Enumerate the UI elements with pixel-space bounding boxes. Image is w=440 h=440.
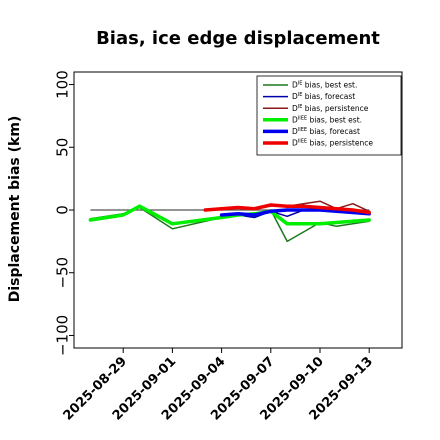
series-line-5 — [203, 203, 371, 215]
legend-label-3: DIIEE bias, best est. — [292, 115, 362, 124]
y-tick-label: 50 — [53, 138, 71, 157]
legend-label-4: DIIEE bias, forecast — [292, 127, 360, 136]
series-layer — [88, 200, 371, 243]
chart-title: Bias, ice edge displacement — [96, 28, 380, 49]
legend-label-1: DIE bias, forecast — [292, 92, 355, 101]
y-tick-label: −100 — [53, 315, 71, 356]
y-axis-label: Displacement bias (km) — [7, 116, 23, 303]
x-ticks: 2025-08-292025-09-012025-09-042025-09-07… — [61, 348, 376, 424]
y-tick-label: 0 — [53, 205, 71, 215]
y-tick-label: −50 — [53, 257, 71, 289]
legend-label-2: DIE bias, persistence — [292, 104, 369, 113]
legend: DIE bias, best est. DIE bias, forecast DIE… — [256, 75, 402, 156]
legend-label-0: DIE bias, best est. — [292, 81, 357, 90]
series-line-4 — [219, 208, 371, 217]
y-tick-label: 100 — [53, 70, 71, 99]
legend-label-5: DIIEE bias, persistence — [292, 139, 373, 148]
y-ticks: 100 50 0 −50 −100 — [53, 70, 74, 356]
